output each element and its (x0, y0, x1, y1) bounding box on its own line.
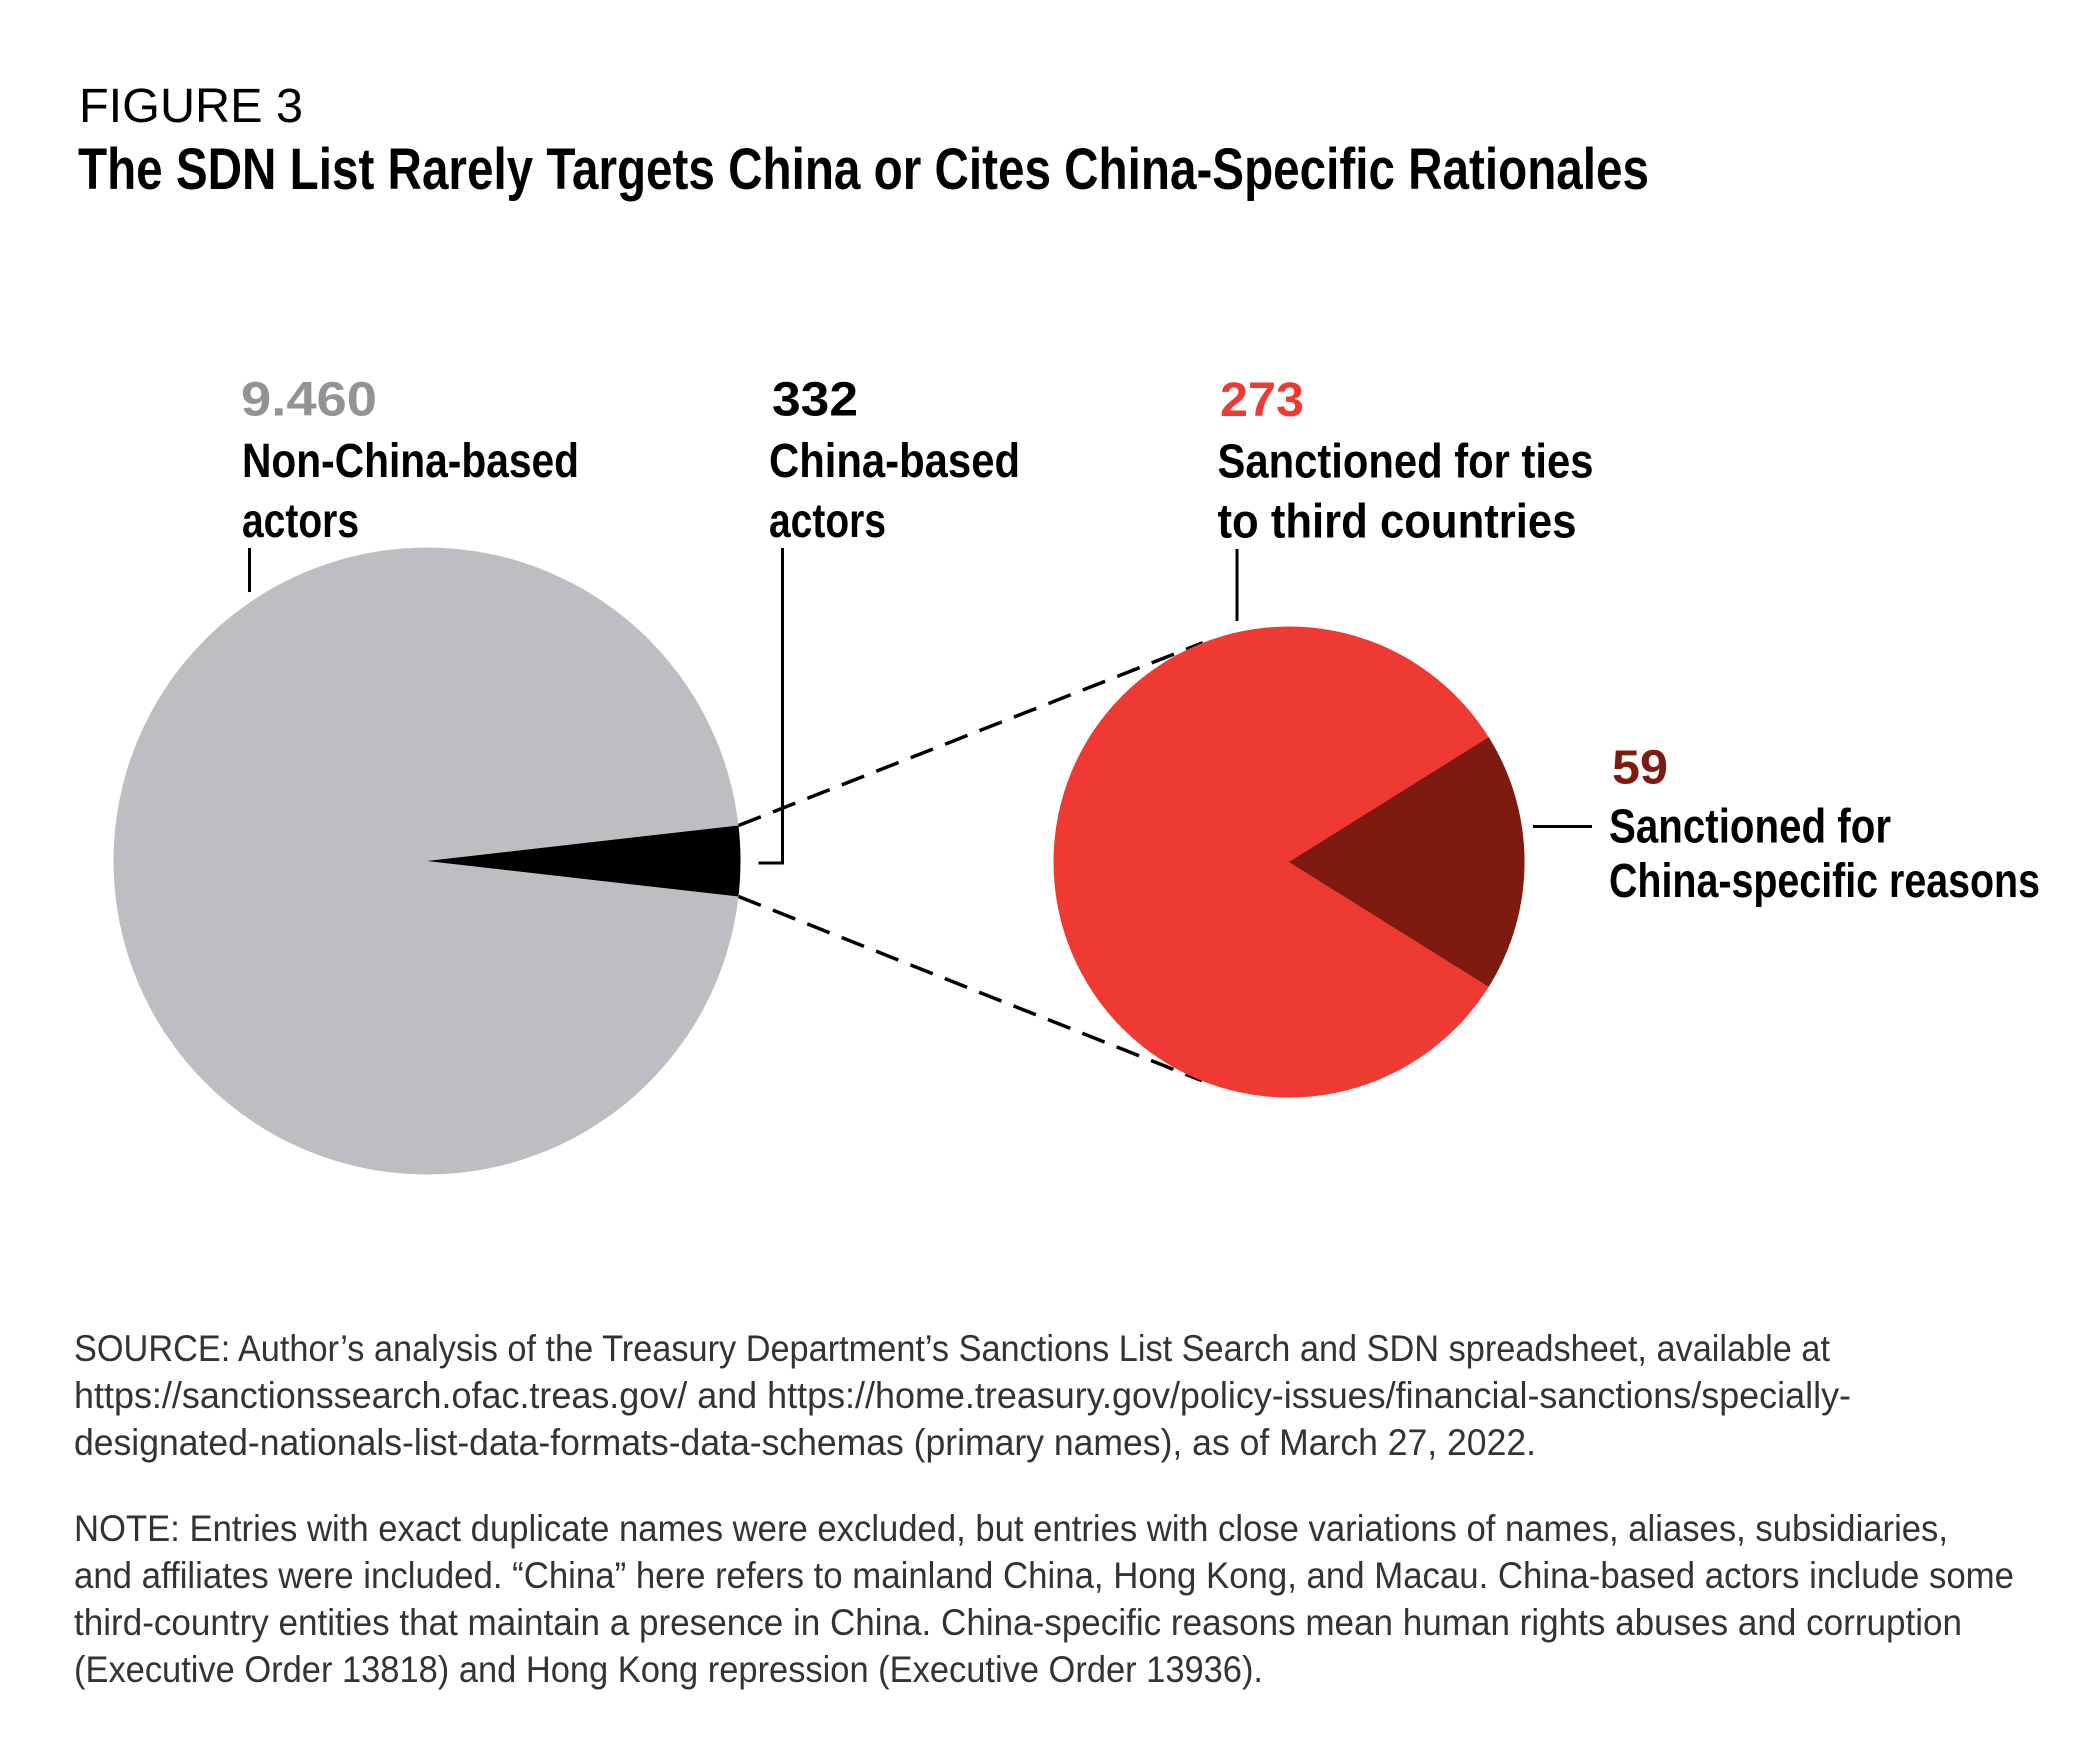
svg-text:actors: actors (769, 495, 886, 548)
svg-text:332: 332 (772, 374, 858, 427)
svg-text:https://sanctionssearch.ofac.t: https://sanctionssearch.ofac.treas.gov/ … (74, 1375, 1851, 1416)
svg-text:(Executive Order 13818) and Ho: (Executive Order 13818) and Hong Kong re… (74, 1649, 1263, 1690)
svg-text:designated-nationals-list-data: designated-nationals-list-data-formats-d… (74, 1422, 1536, 1463)
svg-text:Sanctioned for: Sanctioned for (1609, 801, 1891, 854)
svg-text:to third countries: to third countries (1218, 496, 1577, 549)
svg-text:FIGURE 3: FIGURE 3 (79, 80, 303, 133)
svg-text:China-specific reasons: China-specific reasons (1609, 855, 2040, 908)
svg-text:59: 59 (1612, 742, 1668, 795)
svg-text:and affiliates were included.: and affiliates were included. “China” he… (74, 1555, 2014, 1596)
svg-text:China-based: China-based (769, 435, 1020, 488)
svg-text:9.460: 9.460 (241, 374, 377, 427)
svg-text:Non-China-based: Non-China-based (242, 435, 579, 488)
svg-text:third-country entities that ma: third-country entities that maintain a p… (74, 1602, 1962, 1643)
svg-text:actors: actors (242, 495, 359, 548)
svg-text:Sanctioned for ties: Sanctioned for ties (1218, 436, 1594, 489)
svg-text:The SDN List Rarely Targets Ch: The SDN List Rarely Targets China or Cit… (78, 137, 1649, 202)
svg-text:SOURCE: Author’s analysis of t: SOURCE: Author’s analysis of the Treasur… (74, 1328, 1831, 1369)
svg-text:NOTE: Entries with exact dupli: NOTE: Entries with exact duplicate names… (74, 1508, 1948, 1549)
svg-text:273: 273 (1220, 374, 1304, 427)
